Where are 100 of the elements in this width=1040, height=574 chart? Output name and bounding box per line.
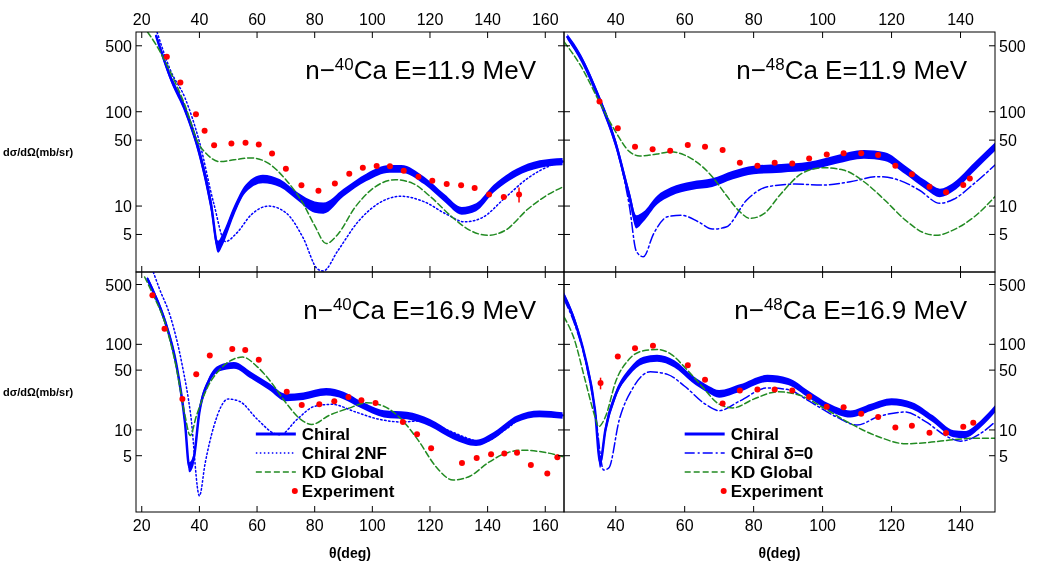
y2-tick-label: 10 (999, 198, 1017, 216)
point (892, 162, 899, 169)
x-tick-label: 100 (809, 517, 837, 534)
point (754, 162, 761, 169)
point (201, 127, 208, 134)
point (966, 175, 973, 182)
x-tick-label: 60 (248, 11, 267, 28)
point (345, 394, 352, 401)
legend-label: Chiral δ=0 (730, 444, 814, 463)
point (858, 150, 865, 157)
point (161, 325, 168, 332)
point (943, 189, 950, 196)
point (283, 388, 290, 395)
point (614, 125, 621, 132)
y-axis-title: dσ/dΩ(mb/sr) (3, 386, 74, 398)
legend-label: Experiment (730, 482, 824, 501)
point (875, 413, 882, 420)
point (443, 181, 450, 188)
x-tick-label: 80 (744, 517, 763, 534)
x-tick-label: 120 (416, 517, 444, 534)
point (719, 146, 726, 153)
point (614, 353, 621, 360)
point (596, 98, 603, 105)
y-tick-label: 100 (105, 336, 133, 354)
point (415, 173, 422, 180)
point (386, 163, 393, 170)
point (269, 150, 276, 157)
point (840, 150, 847, 157)
point (649, 342, 656, 349)
x-tick-label: 100 (358, 11, 386, 28)
point (458, 182, 465, 189)
point (960, 182, 967, 189)
y-axis-title: dσ/dΩ(mb/sr) (3, 146, 74, 158)
point (649, 146, 656, 153)
x-tick-label: 20 (132, 517, 151, 534)
y2-tick-label: 500 (999, 37, 1026, 55)
x-tick-label: 140 (474, 11, 502, 28)
point (702, 143, 709, 150)
point (192, 111, 199, 118)
x-tick-label: 40 (606, 11, 625, 28)
legend-label: KD Global (301, 463, 385, 482)
text: n−$^{48}$Ca E=11.9 MeV (736, 54, 968, 85)
point (149, 292, 156, 299)
point (754, 386, 761, 393)
y-tick-label: 10 (114, 421, 133, 439)
y2-tick-label: 5 (999, 226, 1008, 244)
point (331, 180, 338, 187)
y-tick-label: 50 (114, 132, 133, 150)
point (501, 450, 508, 457)
point (926, 183, 933, 190)
point (858, 410, 865, 417)
x-tick-label: 60 (675, 11, 694, 28)
point (399, 418, 406, 425)
x-tick-label: 160 (531, 11, 559, 28)
y-tick-label: 5 (123, 226, 133, 244)
y2-tick-label: 5 (999, 447, 1008, 465)
point (211, 142, 218, 149)
point (789, 387, 796, 394)
point (544, 470, 551, 477)
x-tick-label: 100 (358, 517, 386, 534)
x-tick-label: 120 (878, 517, 906, 534)
point (488, 451, 495, 458)
x-tick-label: 60 (248, 517, 267, 534)
x-tick-label: 140 (947, 11, 974, 28)
point (206, 352, 213, 359)
point (736, 159, 743, 166)
y-tick-label: 10 (114, 198, 133, 216)
point (359, 164, 366, 171)
x-axis-title: θ(deg) (329, 545, 371, 561)
legend-label: Chiral (730, 425, 779, 444)
point (632, 345, 639, 352)
point (400, 167, 407, 174)
point (926, 429, 933, 436)
x-tick-label: 100 (809, 11, 837, 28)
point (429, 177, 436, 184)
point (632, 143, 639, 150)
point (315, 187, 322, 194)
point (970, 419, 977, 426)
legend-label: KD Global (730, 463, 813, 482)
point (908, 422, 915, 429)
point (471, 185, 478, 192)
point (179, 395, 186, 402)
x-tick-label: 120 (878, 11, 906, 28)
point (719, 400, 726, 407)
x-tick-label: 40 (190, 11, 209, 28)
y2-tick-label: 10 (999, 421, 1017, 439)
y2-tick-label: 100 (999, 336, 1026, 354)
legend-label: Chiral 2NF (301, 444, 387, 463)
y2-tick-label: 500 (999, 276, 1026, 294)
point (193, 371, 200, 378)
point (228, 140, 235, 147)
y2-tick-label: 100 (999, 103, 1026, 121)
point (736, 387, 743, 394)
point (823, 151, 830, 158)
x-tick-label: 160 (531, 517, 559, 534)
point (358, 397, 365, 404)
point (242, 346, 249, 353)
x-tick-label: 120 (416, 11, 444, 28)
point (943, 430, 950, 437)
point (702, 376, 709, 383)
